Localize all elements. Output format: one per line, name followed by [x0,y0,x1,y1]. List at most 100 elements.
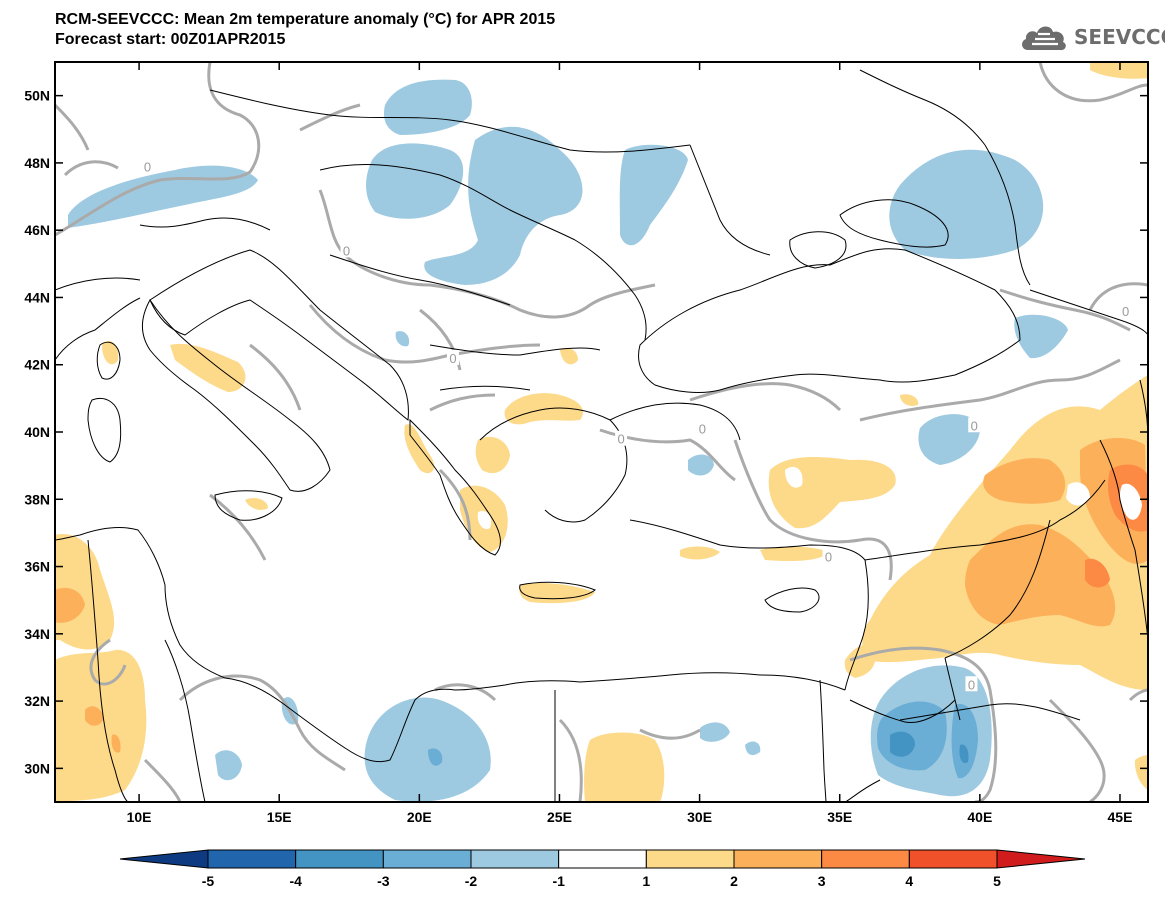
anomaly-fields [55,62,1148,802]
contour-label-bg [965,676,978,692]
warm-anomaly-italy-central [170,343,246,392]
colorbar: -5 -4 -3 -2 -1 1 2 3 4 5 [119,849,1086,889]
zero-contour-hungary [299,103,361,132]
colorbar-segment [295,849,384,869]
colorbar-label: -2 [465,873,478,889]
warm-anomaly-egypt [584,732,665,802]
coastline-france [55,297,141,361]
lon-tick-label: 10E [127,809,152,825]
coastline-libya [224,677,581,763]
zero-contour-greece [438,468,472,541]
coastline-turkey [609,402,866,561]
coastlines-and-borders [55,69,1148,802]
warm-anomaly-turkey-southeast [760,546,830,562]
border-egypt-sudan [819,679,827,802]
warm-anomaly-macedonia [504,393,584,425]
coastline-sicily [214,490,283,521]
contour-label: 0 [343,243,350,258]
coastline-tunisia [55,527,226,679]
colorbar-high-triangle [996,849,1086,869]
warm-anomaly-iran-south [1134,755,1148,790]
contour-label: 0 [971,418,978,433]
coastline-levant [844,559,869,691]
coastline-cyprus [764,587,820,613]
lon-tick-label: 40E [967,809,992,825]
colorbar-segment [645,849,735,869]
coastline-corsica [96,341,121,380]
colorbar-label: 2 [730,873,738,889]
zero-contour-north-italy [63,160,119,177]
zero-contour-anatolia-central [733,439,893,581]
zero-contour-arabia [1048,698,1106,802]
anomaly-gap-anatolia [785,466,803,488]
colorbar-segment [207,849,297,869]
cold-anomaly-poland [383,79,472,135]
border-balkans [329,254,601,391]
contour-label: 0 [144,159,151,174]
border-syria-iraq [944,519,1051,659]
border-caucasus [1029,289,1148,336]
zero-contour-tunisia [143,758,182,802]
border-alps [55,217,271,291]
latitude-axis: 30N 32N 34N 36N 38N 40N 42N 44N 46N 48N 50N [24,88,1148,776]
border-turkey-iran [1099,439,1136,551]
colorbar-label: 5 [993,873,1001,889]
anomaly-gap-turkey [1066,482,1090,506]
border-jordan [849,699,956,724]
colorbar-label: -5 [202,873,215,889]
contour-labels: 0 0 0 0 0 0 0 0 0 [141,158,1132,692]
border-ukraine [689,69,986,256]
lon-tick-label: 35E [827,809,852,825]
coastline-egypt [579,672,846,691]
contour-label: 0 [699,422,706,437]
zero-contour-caucasus [1088,282,1148,311]
border-algeria-tunisia [87,539,129,802]
cold-anomaly-albania [395,331,410,347]
cold-peak-arabia [890,731,915,757]
zero-contour-anatolia-east [859,358,1121,422]
cold-anomaly-moldova [619,144,688,246]
warm-core-algeria-south [111,734,121,753]
zero-contour-russia [1038,62,1148,103]
warm-anomaly-algeria [55,649,147,802]
coastline-black-sea [638,248,1021,393]
zero-contour-egypt-east [639,728,701,740]
cold-anomaly-alps [68,165,258,228]
contour-label: 0 [449,351,456,366]
contour-label-bg [822,548,835,564]
zero-contour-levant [849,646,998,802]
colorbar-segment [558,849,647,869]
contour-label-bg [968,417,981,433]
zero-contour-libya [178,674,346,772]
colorbar-segment [382,849,472,869]
cold-anomaly-caucasus [1014,314,1068,359]
lat-tick-label: 42N [24,357,50,373]
coastline-crete [519,581,596,600]
warm-peak-iraq [1085,558,1110,588]
lat-tick-label: 30N [24,760,50,776]
border-romania [574,239,647,341]
logo-text: SEEVCCC [1074,25,1165,49]
zero-contour-egypt [558,718,583,802]
lat-tick-label: 40N [24,424,50,440]
cold-anomaly-libya-gulf [364,697,491,802]
cold-core-arabia-east [951,704,978,779]
border-russia [984,144,1031,286]
cold-anomaly-anatolia-west [688,454,714,476]
cold-anomaly-crimea [889,149,1044,259]
colorbar-label: -1 [552,873,565,889]
zero-contour-alps [55,62,261,237]
contour-label-bg [615,430,628,446]
colorbar-segment [821,849,910,869]
lat-tick-label: 50N [24,88,50,104]
contour-label-bg [446,350,459,365]
warm-core-tunisia [55,587,85,623]
colorbar-label: 1 [642,873,650,889]
warm-anomaly-corsica [102,340,119,365]
title-block: RCM-SEEVCCC: Mean 2m temperature anomaly… [55,10,555,50]
lat-tick-label: 46N [24,222,50,238]
contour-label-bg [340,242,353,258]
zero-contour-algeria [89,638,127,686]
cold-anomaly-libya-west [215,750,242,781]
